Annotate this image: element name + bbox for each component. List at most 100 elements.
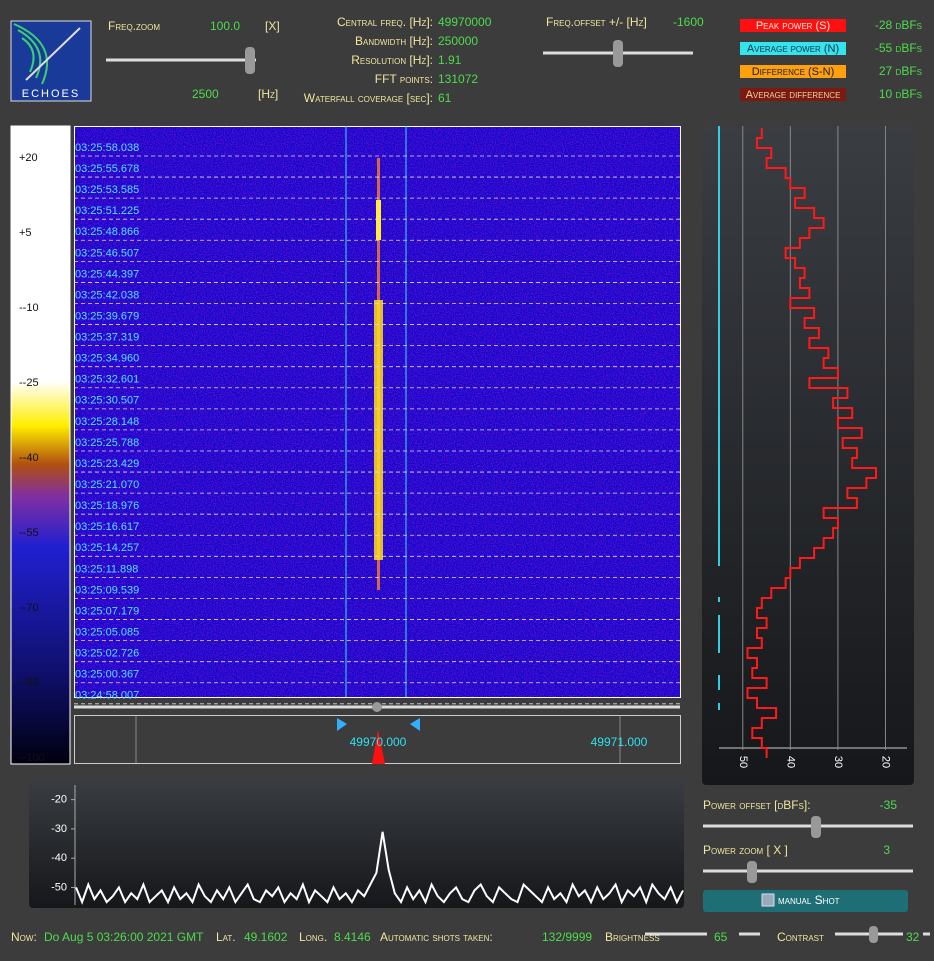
- info-label: Resolution [Hz]:: [351, 53, 433, 67]
- info-label: FFT points:: [375, 72, 433, 86]
- legend-label: Average difference: [746, 89, 841, 101]
- timestamp: 03:25:18.976: [75, 500, 139, 512]
- timestamp: 03:25:00.367: [75, 669, 139, 681]
- spectrum-tick-label: -20: [51, 794, 67, 806]
- freq-zoom-hz-unit: [Hz]: [258, 87, 278, 101]
- status-value: 132/9999: [542, 930, 592, 944]
- legend-swatch: [740, 65, 846, 78]
- timestamp: 03:25:51.225: [75, 205, 139, 217]
- manual-shot-button[interactable]: [703, 890, 908, 912]
- info-value: 49970000: [438, 15, 492, 29]
- timestamp: 03:25:48.866: [75, 226, 139, 238]
- timestamp: 03:24:58.007: [75, 690, 139, 702]
- status-label: Brightness: [605, 930, 660, 944]
- status-value: 49.1602: [244, 930, 288, 944]
- color-scale-label: +20: [19, 152, 38, 164]
- timestamp: 03:25:34.960: [75, 353, 139, 365]
- freq-label: 49971.000: [591, 735, 648, 749]
- spectrum-line: [75, 831, 684, 905]
- waterfall-area: [74, 126, 680, 697]
- power-tick-label: 30: [832, 756, 844, 768]
- freq-zoom-label: Freq.zoom: [108, 19, 160, 33]
- timestamp: 03:25:25.788: [75, 437, 139, 449]
- power-zoom-label: Power zoom [ X ]: [703, 843, 788, 857]
- timestamp: 03:25:39.679: [75, 310, 139, 322]
- timestamp: 03:25:46.507: [75, 247, 139, 259]
- freq-offset-knob[interactable]: [613, 40, 623, 67]
- status-label: Long.: [299, 930, 327, 944]
- color-scale-label: --10: [19, 302, 39, 314]
- info-label: Central freq. [Hz]:: [337, 15, 433, 29]
- status-value: 8.4146: [334, 930, 371, 944]
- status-label: Lat.: [216, 930, 236, 944]
- timestamp: 03:25:55.678: [75, 163, 139, 175]
- power-zoom-knob[interactable]: [747, 861, 757, 883]
- power-offset-knob[interactable]: [811, 816, 821, 838]
- spectrum-tick-label: -40: [51, 852, 67, 864]
- brightness-value-bg: [707, 928, 739, 944]
- status-value: Do Aug 5 03:26:00 2021 GMT: [44, 930, 204, 944]
- legend-label: Peak power (S): [756, 20, 830, 32]
- color-scale-label: --85: [19, 677, 39, 689]
- timestamp: 03:25:28.148: [75, 416, 139, 428]
- logo-antenna: [25, 27, 81, 81]
- band-right-arrow: [410, 718, 420, 731]
- color-scale-label: +5: [19, 227, 32, 239]
- power-offset-label: Power offset [dBFs]:: [703, 798, 811, 812]
- legend: Peak power (S) -28 dBFs Average power (N) -…: [740, 18, 922, 101]
- info-label: Waterfall coverage [sec]:: [304, 91, 433, 105]
- power-panel: [702, 126, 914, 785]
- info-value: 131072: [438, 72, 478, 86]
- legend-label: Difference (S-N): [752, 66, 835, 78]
- color-scale-label: --55: [19, 527, 39, 539]
- legend-value: -55 dBFs: [875, 41, 922, 55]
- timestamp: 03:25:21.070: [75, 479, 139, 491]
- status-bar: Now: Do Aug 5 03:26:00 2021 GMT Lat. 49.…: [11, 926, 930, 944]
- color-scale: [10, 125, 71, 765]
- status-value: 32: [906, 930, 920, 944]
- waterfall-labels: 03:25:58.038 03:25:55.678 03:25:53.585 03:2…: [74, 142, 680, 705]
- spectrum-tick-label: -30: [51, 823, 67, 835]
- color-scale-label: --70: [19, 602, 39, 614]
- freq-offset-value: -1600: [673, 15, 704, 29]
- waterfall-knob[interactable]: [372, 702, 382, 712]
- timestamp: 03:25:23.429: [75, 458, 139, 470]
- legend-value: 27 dBFs: [879, 64, 922, 78]
- power-offset-value: -35: [880, 798, 898, 812]
- status-value: 65: [714, 930, 728, 944]
- freq-zoom-knob[interactable]: [245, 47, 255, 74]
- timestamp: 03:25:07.179: [75, 605, 139, 617]
- center-marker: [372, 730, 385, 764]
- spectrum-tick-label: -50: [51, 881, 67, 893]
- freq-offset-label: Freq.offset +/- [Hz]: [546, 15, 647, 29]
- timestamp: 03:25:09.539: [75, 584, 139, 596]
- power-tick-label: 20: [880, 756, 892, 768]
- timestamp: 03:25:44.397: [75, 268, 139, 280]
- color-scale-label: --100: [19, 752, 45, 764]
- power-zoom-value: 3: [883, 843, 890, 857]
- legend-value: -28 dBFs: [875, 18, 922, 32]
- status-label: Now:: [11, 930, 37, 944]
- waterfall-border: [74, 126, 681, 698]
- power-tick-label: 50: [737, 756, 749, 768]
- legend-swatch: [740, 42, 846, 55]
- power-profile: 50 40 30 20: [737, 126, 892, 768]
- info-label: Bandwidth [Hz]:: [355, 34, 433, 48]
- timestamp: 03:25:05.085: [75, 627, 139, 639]
- info-value: 250000: [438, 34, 478, 48]
- legend-swatch: [740, 88, 846, 101]
- status-label: Contrast: [777, 930, 824, 944]
- info-value: 61: [438, 91, 452, 105]
- camera-icon: [761, 893, 775, 907]
- freq-zoom-hz: 2500: [192, 87, 219, 101]
- band-left-arrow: [337, 718, 347, 731]
- timestamp: 03:25:11.898: [75, 563, 138, 575]
- manual-shot-text[interactable]: manual Shot: [778, 893, 840, 907]
- timestamp: 03:25:32.601: [75, 374, 139, 386]
- contrast-knob[interactable]: [869, 926, 878, 943]
- color-scale-label: --25: [19, 377, 39, 389]
- timestamp: 03:25:02.726: [75, 648, 139, 660]
- legend-swatch: [740, 19, 846, 32]
- timestamp: 03:25:37.319: [75, 332, 139, 344]
